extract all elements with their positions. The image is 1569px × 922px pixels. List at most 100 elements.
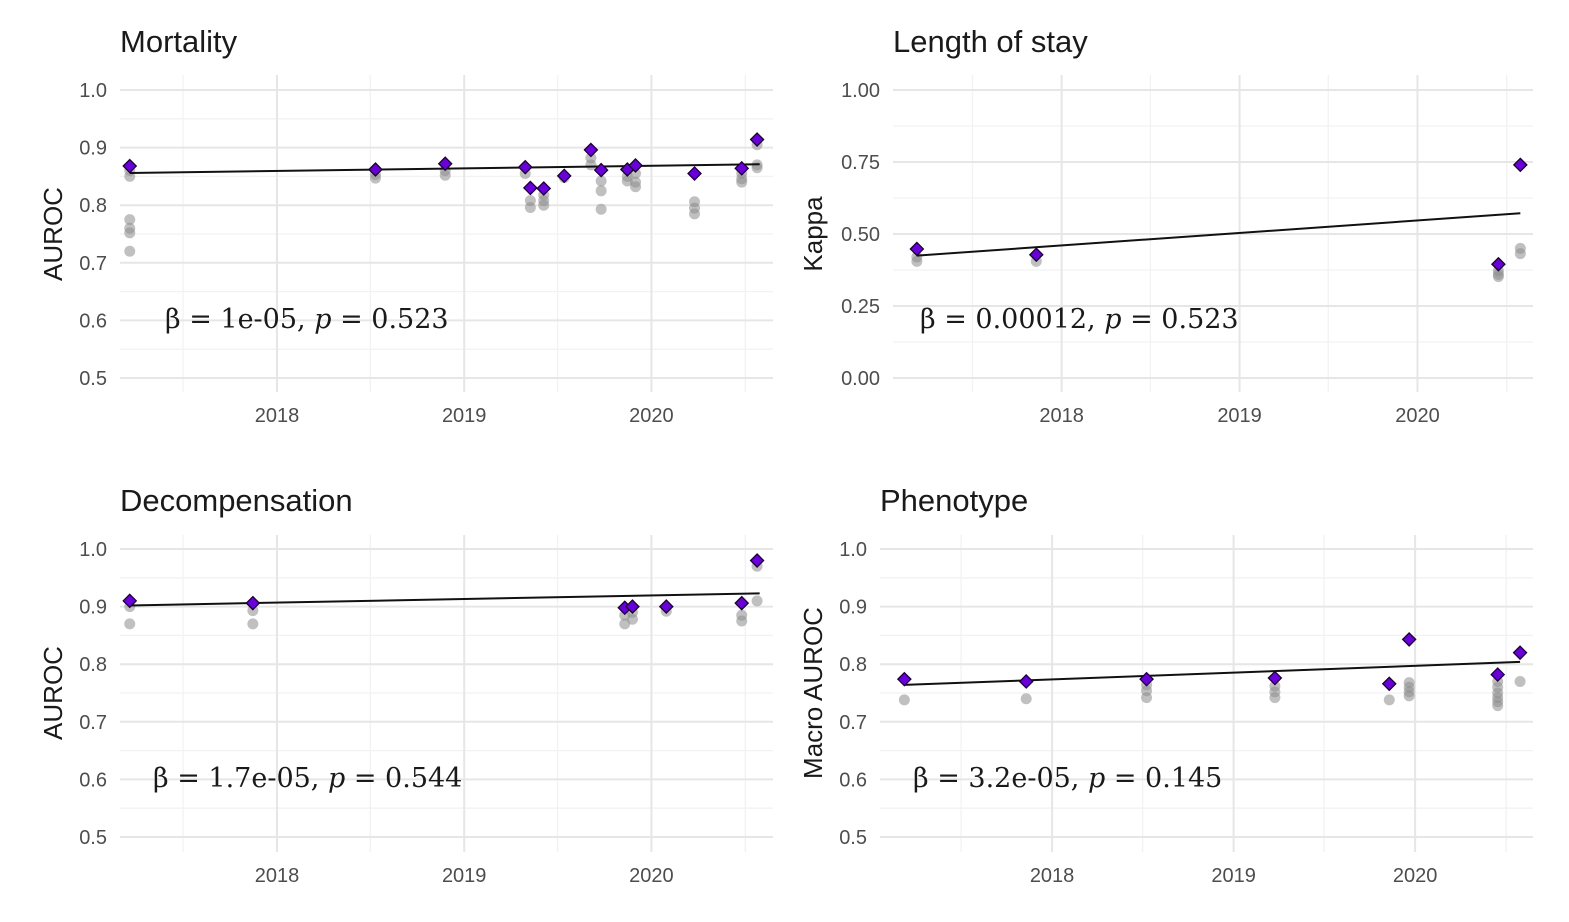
y-tick-label: 1.00 — [841, 80, 880, 102]
chart-title: Mortality — [120, 24, 238, 59]
data-point-other — [621, 175, 633, 187]
data-point-best — [593, 162, 609, 178]
chart-panel-1: 0.5 0.6 0.7 0.8 0.9 1.0 2018 2019 2020 Mortality A… — [38, 24, 773, 427]
y-tick-label: 1.0 — [79, 539, 107, 561]
y-tick-label: 0.8 — [839, 654, 867, 676]
data-point-other — [124, 227, 136, 239]
grid-lines — [893, 75, 1533, 392]
data-point-best — [556, 168, 572, 184]
x-tick-label: 2019 — [442, 865, 487, 887]
x-tick-label: 2018 — [255, 405, 300, 427]
chart-panel-3: 0.5 0.6 0.7 0.8 0.9 1.0 2018 2019 2020 Decompensa… — [38, 483, 773, 887]
y-tick-label: 0.7 — [79, 712, 107, 734]
data-point-other — [124, 618, 136, 630]
data-point-best — [1512, 157, 1528, 173]
y-tick-label: 0.7 — [839, 712, 867, 734]
y-tick-label: 0.50 — [841, 224, 880, 246]
data-point-best — [1401, 632, 1417, 647]
data-point-other — [736, 615, 748, 627]
y-tick-label: 0.6 — [79, 310, 107, 332]
y-tick-label: 0.75 — [841, 152, 880, 174]
grid-lines — [120, 535, 773, 852]
data-point-other — [585, 159, 597, 171]
data-point-best — [1490, 256, 1506, 272]
x-tick-label: 2020 — [1393, 865, 1438, 887]
chart-panel-4: 0.5 0.6 0.7 0.8 0.9 1.0 2018 2019 2020 Phenotype M… — [798, 483, 1533, 887]
data-point-best — [245, 595, 261, 611]
data-point-best — [1267, 670, 1283, 686]
x-tick-label: 2018 — [255, 865, 300, 887]
y-tick-label: 0.25 — [841, 296, 880, 318]
data-point-best — [1381, 676, 1397, 692]
data-point-best — [734, 160, 750, 176]
chart-title: Length of stay — [893, 24, 1088, 59]
y-tick-label: 0.8 — [79, 654, 107, 676]
y-tick-label: 0.5 — [839, 827, 867, 849]
data-point-other — [1492, 271, 1504, 283]
data-point-best — [1028, 247, 1044, 263]
data-point-best — [522, 180, 538, 196]
y-tick-label: 0.6 — [839, 769, 867, 791]
data-point-other — [595, 185, 607, 197]
stat-annotation: β = 3.2e-05, p = 0.145 — [913, 763, 1222, 794]
data-point-other — [124, 214, 136, 226]
data-point-best — [749, 553, 765, 568]
x-tick-label: 2018 — [1030, 865, 1075, 887]
stat-annotation: β = 1.7e-05, p = 0.544 — [153, 763, 462, 794]
data-point-other — [1403, 690, 1415, 702]
grid-lines — [120, 75, 773, 392]
data-point-other — [1269, 692, 1281, 704]
y-tick-label: 0.5 — [79, 827, 107, 849]
data-point-other — [538, 199, 550, 211]
data-point-best — [749, 132, 765, 147]
data-point-other — [751, 595, 763, 607]
y-tick-label: 0.6 — [79, 769, 107, 791]
chart-title: Decompensation — [120, 483, 353, 518]
regression-line — [916, 212, 1521, 257]
stat-annotation: β = 0.00012, p = 0.523 — [920, 304, 1239, 335]
x-tick-label: 2020 — [629, 405, 674, 427]
data-point-best — [628, 158, 643, 173]
data-point-best — [536, 181, 552, 196]
y-tick-label: 0.9 — [839, 597, 867, 619]
data-point-best — [122, 158, 138, 174]
y-tick-label: 1.0 — [839, 539, 867, 561]
data-point-other — [626, 613, 638, 625]
y-tick-label: 1.0 — [79, 80, 107, 102]
data-point-best — [909, 241, 925, 257]
y-tick-label: 0.9 — [79, 597, 107, 619]
data-point-other — [124, 245, 136, 257]
chart-panel-2: 0.00 0.25 0.50 0.75 1.00 2018 2019 2020 Length o… — [798, 24, 1533, 427]
data-point-best — [583, 142, 599, 158]
data-point-best — [625, 599, 640, 615]
data-point-best — [1139, 671, 1154, 687]
data-point-best — [437, 156, 453, 172]
y-tick-label: 0.7 — [79, 253, 107, 275]
y-tick-label: 0.00 — [841, 368, 880, 390]
data-point-best — [517, 159, 533, 175]
y-tick-label: 0.5 — [79, 368, 107, 390]
y-axis-label: Macro AUROC — [798, 607, 828, 779]
data-point-best — [896, 671, 912, 687]
data-point-best — [368, 162, 383, 177]
regression-line — [904, 660, 1521, 686]
x-tick-label: 2020 — [629, 865, 674, 887]
data-point-best — [734, 595, 750, 611]
x-tick-label: 2018 — [1039, 405, 1084, 427]
x-tick-label: 2019 — [1217, 405, 1262, 427]
x-tick-label: 2020 — [1395, 405, 1440, 427]
data-point-best — [1512, 645, 1528, 661]
data-point-best — [122, 593, 138, 609]
y-tick-label: 0.9 — [79, 138, 107, 160]
data-point-best — [658, 599, 674, 615]
chart-title: Phenotype — [880, 483, 1028, 518]
data-point-best — [687, 166, 702, 181]
data-point-other — [736, 176, 748, 188]
data-point-other — [247, 618, 259, 630]
y-tick-label: 0.8 — [79, 195, 107, 217]
data-point-other — [1514, 248, 1526, 260]
data-point-other — [630, 181, 642, 193]
data-point-other — [439, 169, 451, 181]
data-point-other — [247, 605, 259, 617]
